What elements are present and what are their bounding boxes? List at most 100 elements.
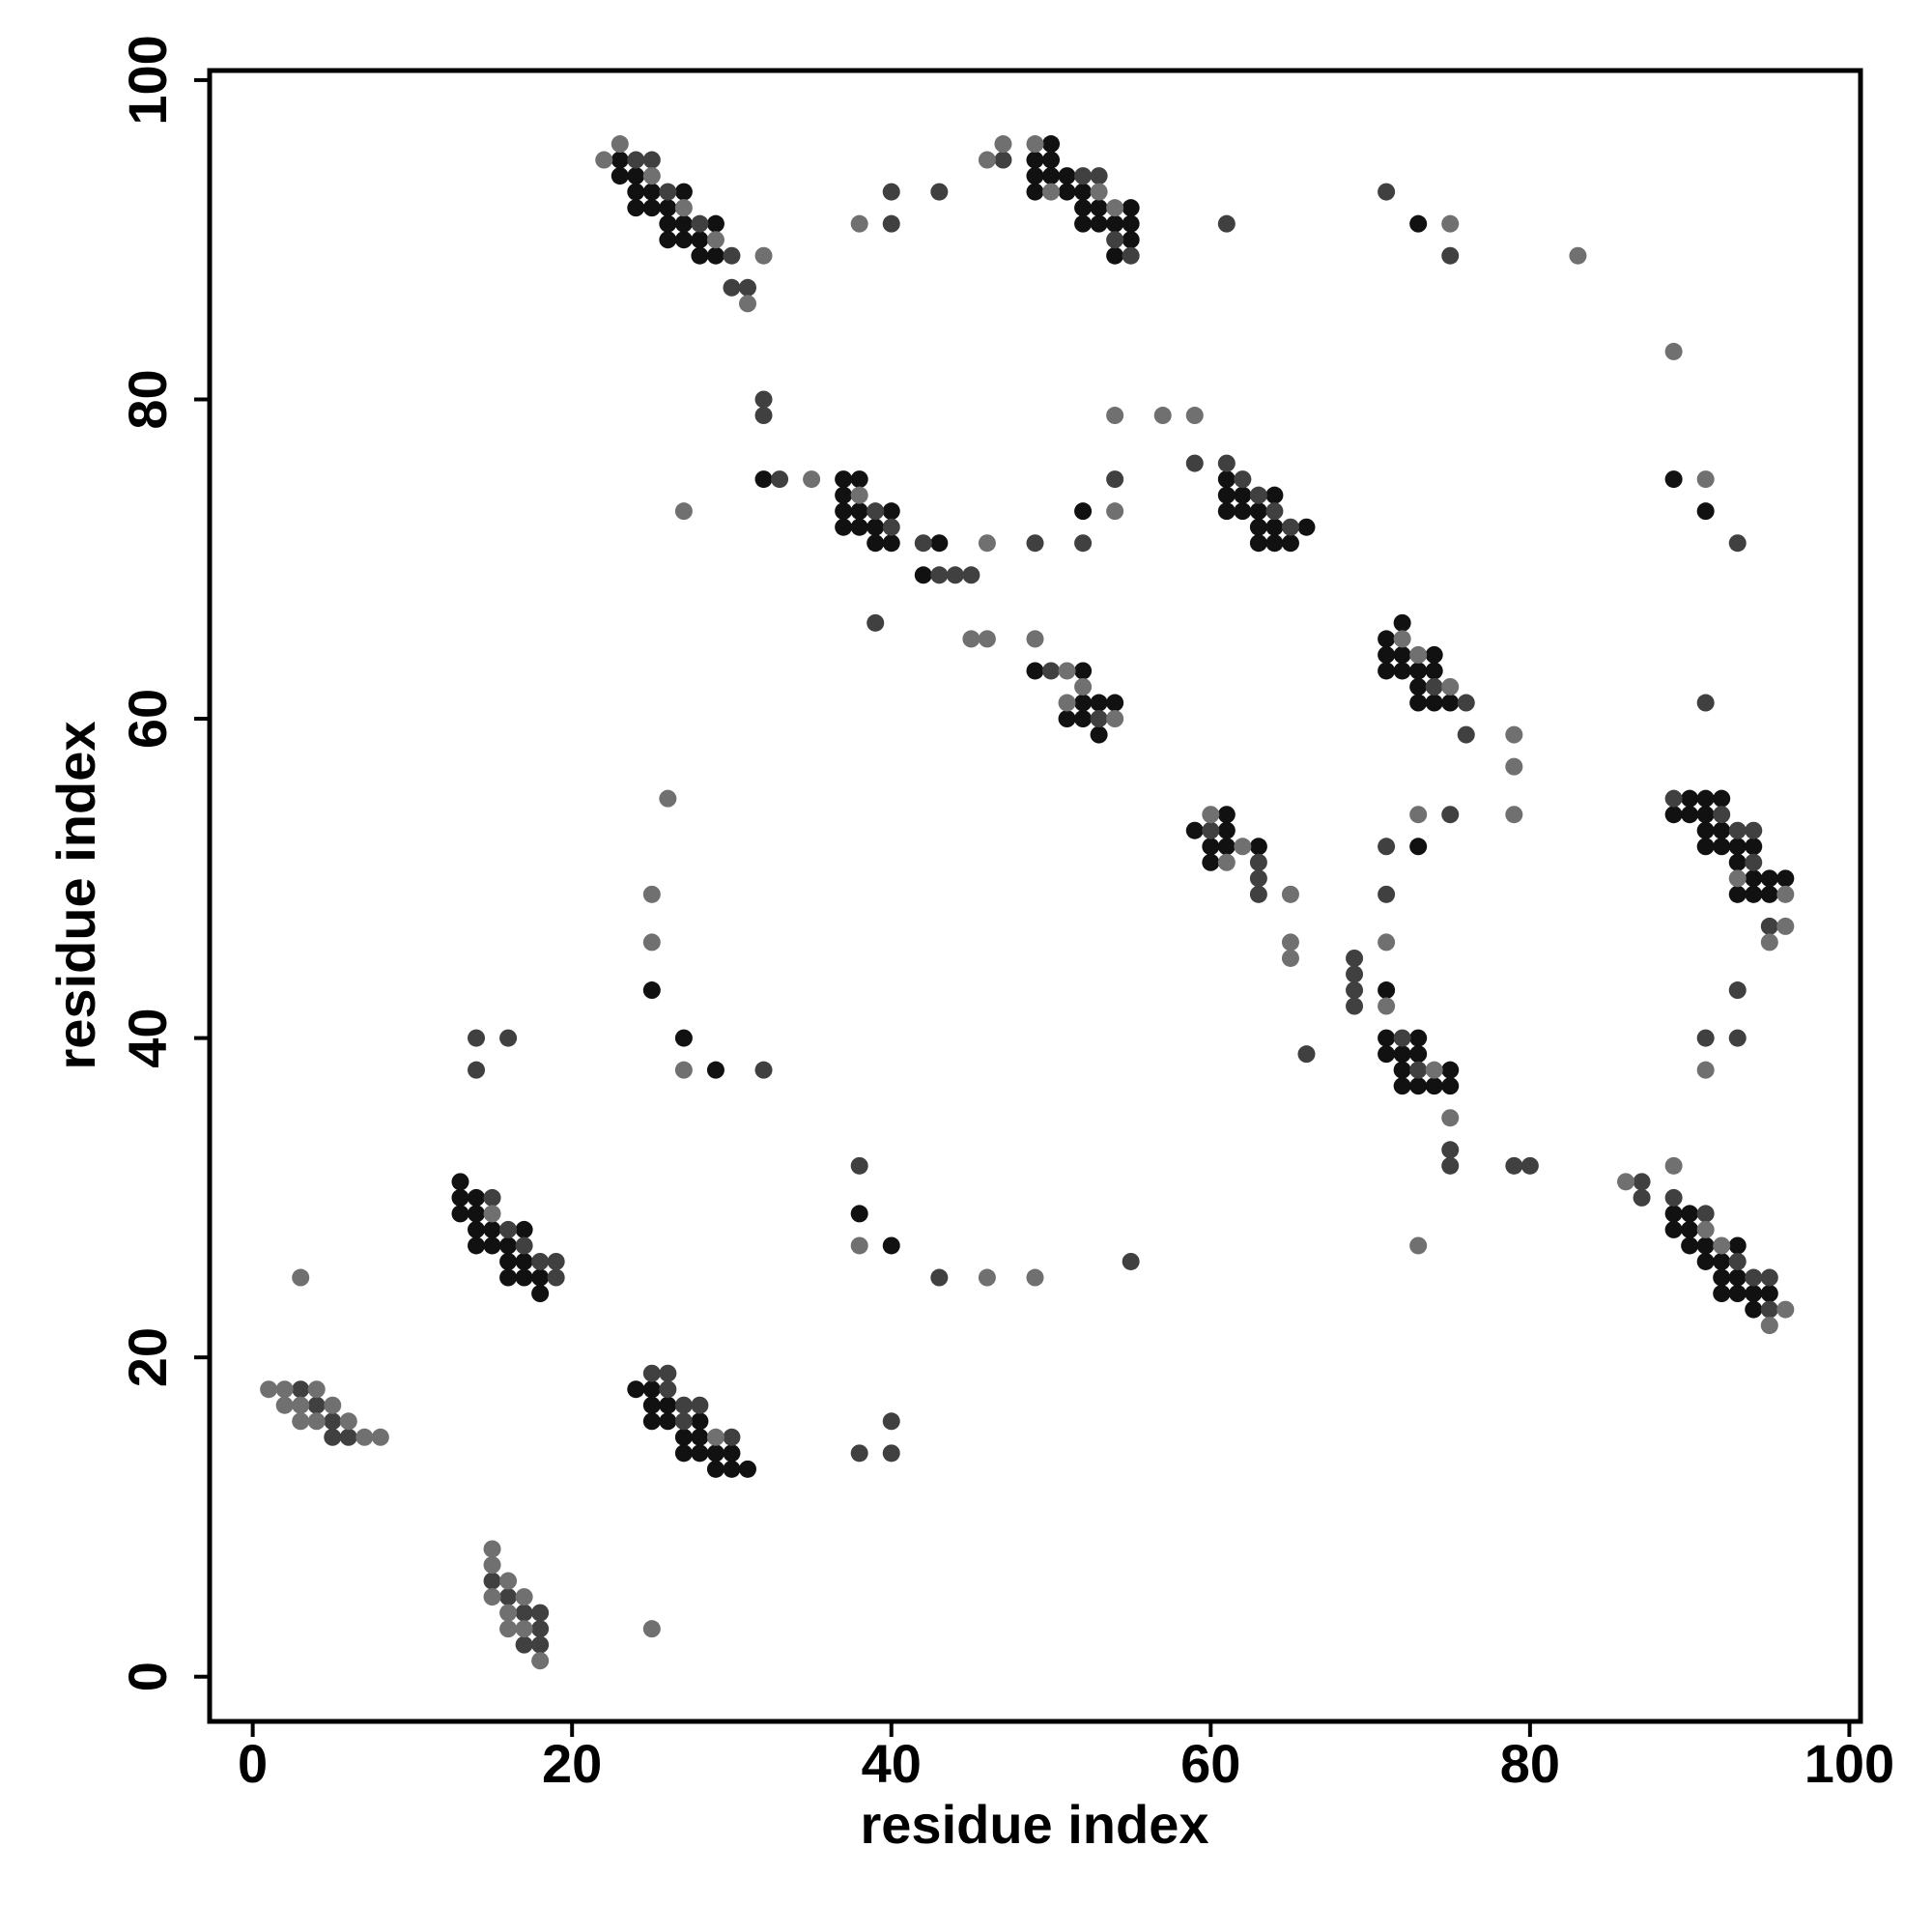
contact-point [1281, 885, 1299, 903]
contact-point [1378, 885, 1396, 903]
contact-point [1713, 789, 1731, 808]
contact-point [978, 630, 996, 648]
contact-point [1074, 694, 1093, 712]
contact-point [674, 183, 693, 201]
contact-point [1217, 454, 1236, 472]
contact-point [1106, 246, 1124, 265]
contact-point [468, 1205, 486, 1223]
contact-point [867, 613, 885, 632]
contact-point [1153, 407, 1172, 425]
contact-point [1378, 183, 1396, 201]
contact-point [483, 1220, 501, 1238]
contact-point [1106, 199, 1124, 217]
contact-point [706, 1428, 724, 1446]
contact-point [1185, 407, 1204, 425]
contact-point [1202, 821, 1220, 839]
contact-point [1681, 789, 1699, 808]
contact-point [754, 1061, 773, 1079]
contact-point [691, 1444, 709, 1463]
contact-point [1776, 885, 1795, 903]
contact-point [1026, 534, 1044, 553]
contact-point [1696, 821, 1715, 839]
contact-point [1090, 710, 1108, 728]
contact-point [1696, 838, 1715, 856]
contact-point [1090, 167, 1108, 185]
contact-point [1728, 869, 1747, 888]
contact-point [531, 1635, 550, 1654]
contact-point [1728, 1268, 1747, 1287]
contact-point [659, 199, 677, 217]
contact-point [674, 502, 693, 521]
contact-point [659, 214, 677, 233]
contact-point [914, 566, 932, 584]
contact-point [1696, 470, 1715, 489]
contact-point [1122, 1252, 1140, 1270]
contact-point [1393, 1029, 1411, 1047]
contact-point [307, 1380, 326, 1399]
contact-point [1217, 502, 1236, 521]
contact-point [1265, 518, 1284, 536]
contact-point [1728, 853, 1747, 871]
contact-point [499, 1268, 518, 1287]
contact-point [499, 1588, 518, 1606]
contact-point [451, 1205, 469, 1223]
contact-point [547, 1268, 565, 1287]
contact-point [882, 1412, 900, 1431]
contact-point [515, 1620, 533, 1638]
contact-point [674, 1061, 693, 1079]
contact-point [850, 486, 868, 504]
contact-point [1696, 1061, 1715, 1079]
contact-point [292, 1412, 310, 1431]
contact-point [803, 470, 821, 489]
contact-point [642, 885, 661, 903]
contact-point [850, 470, 868, 489]
y-tick-label: 20 [117, 1327, 178, 1387]
contact-point [1026, 151, 1044, 169]
contact-point [1393, 630, 1411, 648]
contact-point [1217, 214, 1236, 233]
contact-point [1696, 1252, 1715, 1270]
contact-point [642, 167, 661, 185]
contact-point [882, 183, 900, 201]
contact-point [994, 151, 1012, 169]
contact-point [1281, 518, 1299, 536]
contact-point [1122, 246, 1140, 265]
contact-point [1090, 199, 1108, 217]
contact-point [499, 1620, 518, 1638]
contact-point [1026, 135, 1044, 154]
contact-point [850, 1444, 868, 1463]
contact-point [1090, 214, 1108, 233]
contact-point [1441, 1109, 1460, 1127]
contact-point [754, 246, 773, 265]
contact-point [1281, 933, 1299, 952]
contact-point [1425, 677, 1443, 696]
contact-point [355, 1428, 374, 1446]
contact-point [1633, 1188, 1651, 1207]
contact-point [850, 518, 868, 536]
contact-point [1042, 135, 1061, 154]
contact-point [1042, 167, 1061, 185]
contact-point [1202, 838, 1220, 856]
contact-point [835, 502, 853, 521]
contact-point [1760, 1268, 1778, 1287]
contact-point [882, 518, 900, 536]
contact-point [771, 470, 789, 489]
contact-point [867, 502, 885, 521]
contact-point [1745, 1285, 1763, 1303]
contact-point [1681, 1236, 1699, 1255]
contact-point [1058, 694, 1076, 712]
contact-point [1122, 199, 1140, 217]
contact-point [674, 214, 693, 233]
contact-point [1249, 869, 1267, 888]
x-tick-label: 60 [1180, 1733, 1240, 1794]
contact-point [930, 566, 949, 584]
contact-point [674, 199, 693, 217]
contact-point [706, 1061, 724, 1079]
contact-point [642, 1620, 661, 1638]
contact-point [483, 1588, 501, 1606]
contact-point [1425, 1077, 1443, 1095]
contact-point [1058, 167, 1076, 185]
contact-point [642, 199, 661, 217]
contact-point [1696, 1205, 1715, 1223]
contact-point [659, 231, 677, 249]
